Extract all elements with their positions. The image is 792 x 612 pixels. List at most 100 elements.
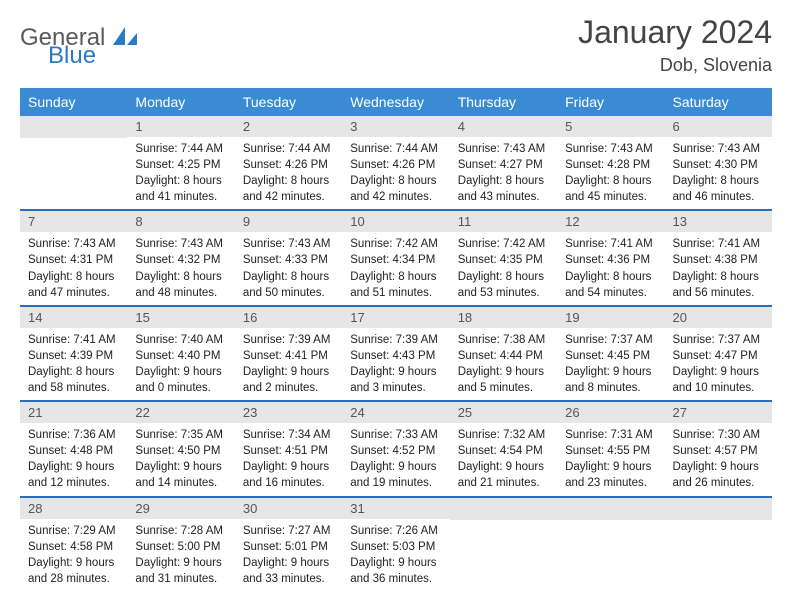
- day-detail-line: Sunset: 5:00 PM: [135, 539, 226, 555]
- day-detail-line: Sunrise: 7:43 AM: [565, 141, 656, 157]
- calendar-cell: 29Sunrise: 7:28 AMSunset: 5:00 PMDayligh…: [127, 497, 234, 591]
- day-detail-line: Daylight: 8 hours and 47 minutes.: [28, 269, 119, 301]
- calendar-cell: 30Sunrise: 7:27 AMSunset: 5:01 PMDayligh…: [235, 497, 342, 591]
- day-number: 15: [127, 307, 234, 328]
- calendar-cell: 25Sunrise: 7:32 AMSunset: 4:54 PMDayligh…: [450, 401, 557, 496]
- day-number: 11: [450, 211, 557, 232]
- calendar-cell: [450, 497, 557, 591]
- day-detail-line: Daylight: 8 hours and 43 minutes.: [458, 173, 549, 205]
- day-detail-line: Sunrise: 7:44 AM: [135, 141, 226, 157]
- day-detail-line: Sunset: 4:39 PM: [28, 348, 119, 364]
- dow-header: Saturday: [665, 88, 772, 116]
- dow-header: Friday: [557, 88, 664, 116]
- calendar-cell: 13Sunrise: 7:41 AMSunset: 4:38 PMDayligh…: [665, 210, 772, 305]
- day-number: [557, 498, 664, 520]
- day-detail-line: Sunrise: 7:38 AM: [458, 332, 549, 348]
- day-details: Sunrise: 7:34 AMSunset: 4:51 PMDaylight:…: [235, 423, 342, 495]
- calendar-cell: 3Sunrise: 7:44 AMSunset: 4:26 PMDaylight…: [342, 116, 449, 210]
- day-number: 8: [127, 211, 234, 232]
- day-detail-line: Daylight: 9 hours and 0 minutes.: [135, 364, 226, 396]
- calendar-cell: 9Sunrise: 7:43 AMSunset: 4:33 PMDaylight…: [235, 210, 342, 305]
- day-detail-line: Daylight: 9 hours and 26 minutes.: [673, 459, 764, 491]
- day-detail-line: Daylight: 8 hours and 46 minutes.: [673, 173, 764, 205]
- day-number: 7: [20, 211, 127, 232]
- calendar-cell: 19Sunrise: 7:37 AMSunset: 4:45 PMDayligh…: [557, 306, 664, 401]
- day-number: 31: [342, 498, 449, 519]
- calendar-cell: 18Sunrise: 7:38 AMSunset: 4:44 PMDayligh…: [450, 306, 557, 401]
- day-detail-line: Daylight: 8 hours and 45 minutes.: [565, 173, 656, 205]
- day-number: 28: [20, 498, 127, 519]
- day-detail-line: Daylight: 9 hours and 23 minutes.: [565, 459, 656, 491]
- day-details: Sunrise: 7:43 AMSunset: 4:30 PMDaylight:…: [665, 137, 772, 209]
- calendar-body: 1Sunrise: 7:44 AMSunset: 4:25 PMDaylight…: [20, 116, 772, 591]
- day-detail-line: Daylight: 9 hours and 31 minutes.: [135, 555, 226, 587]
- day-detail-line: Daylight: 8 hours and 53 minutes.: [458, 269, 549, 301]
- day-detail-line: Sunset: 4:31 PM: [28, 252, 119, 268]
- day-detail-line: Sunset: 4:34 PM: [350, 252, 441, 268]
- day-details: Sunrise: 7:32 AMSunset: 4:54 PMDaylight:…: [450, 423, 557, 495]
- day-number: 9: [235, 211, 342, 232]
- calendar-cell: 1Sunrise: 7:44 AMSunset: 4:25 PMDaylight…: [127, 116, 234, 210]
- day-detail-line: Sunrise: 7:44 AM: [243, 141, 334, 157]
- day-details: Sunrise: 7:41 AMSunset: 4:38 PMDaylight:…: [665, 232, 772, 304]
- day-detail-line: Sunrise: 7:41 AM: [28, 332, 119, 348]
- day-detail-line: Sunrise: 7:40 AM: [135, 332, 226, 348]
- day-detail-line: Daylight: 8 hours and 58 minutes.: [28, 364, 119, 396]
- calendar-cell: [557, 497, 664, 591]
- day-details: Sunrise: 7:35 AMSunset: 4:50 PMDaylight:…: [127, 423, 234, 495]
- day-number: [450, 498, 557, 520]
- day-detail-line: Sunset: 4:57 PM: [673, 443, 764, 459]
- day-details: Sunrise: 7:44 AMSunset: 4:25 PMDaylight:…: [127, 137, 234, 209]
- day-detail-line: Daylight: 9 hours and 14 minutes.: [135, 459, 226, 491]
- calendar-head: SundayMondayTuesdayWednesdayThursdayFrid…: [20, 88, 772, 116]
- day-detail-line: Sunrise: 7:32 AM: [458, 427, 549, 443]
- day-number: 27: [665, 402, 772, 423]
- day-number: 30: [235, 498, 342, 519]
- day-detail-line: Sunset: 4:43 PM: [350, 348, 441, 364]
- dow-header: Thursday: [450, 88, 557, 116]
- day-detail-line: Sunset: 4:28 PM: [565, 157, 656, 173]
- logo-sail-icon: [111, 25, 139, 52]
- day-detail-line: Sunset: 4:54 PM: [458, 443, 549, 459]
- day-details: Sunrise: 7:39 AMSunset: 4:41 PMDaylight:…: [235, 328, 342, 400]
- day-details: Sunrise: 7:37 AMSunset: 4:47 PMDaylight:…: [665, 328, 772, 400]
- day-number: 12: [557, 211, 664, 232]
- day-details: Sunrise: 7:44 AMSunset: 4:26 PMDaylight:…: [235, 137, 342, 209]
- day-detail-line: Sunrise: 7:36 AM: [28, 427, 119, 443]
- day-detail-line: Daylight: 9 hours and 2 minutes.: [243, 364, 334, 396]
- day-number: 21: [20, 402, 127, 423]
- dow-header: Monday: [127, 88, 234, 116]
- day-detail-line: Daylight: 9 hours and 5 minutes.: [458, 364, 549, 396]
- day-detail-line: Sunset: 4:35 PM: [458, 252, 549, 268]
- calendar-cell: 7Sunrise: 7:43 AMSunset: 4:31 PMDaylight…: [20, 210, 127, 305]
- calendar-week: 28Sunrise: 7:29 AMSunset: 4:58 PMDayligh…: [20, 497, 772, 591]
- day-detail-line: Daylight: 9 hours and 21 minutes.: [458, 459, 549, 491]
- day-detail-line: Sunset: 4:51 PM: [243, 443, 334, 459]
- day-number: 22: [127, 402, 234, 423]
- day-detail-line: Sunrise: 7:42 AM: [458, 236, 549, 252]
- day-detail-line: Sunset: 4:48 PM: [28, 443, 119, 459]
- day-details: Sunrise: 7:26 AMSunset: 5:03 PMDaylight:…: [342, 519, 449, 591]
- day-number: 14: [20, 307, 127, 328]
- day-detail-line: Daylight: 8 hours and 50 minutes.: [243, 269, 334, 301]
- day-detail-line: Sunset: 4:36 PM: [565, 252, 656, 268]
- day-details: Sunrise: 7:44 AMSunset: 4:26 PMDaylight:…: [342, 137, 449, 209]
- day-number: 13: [665, 211, 772, 232]
- calendar-cell: [665, 497, 772, 591]
- day-detail-line: Sunrise: 7:42 AM: [350, 236, 441, 252]
- day-detail-line: Daylight: 8 hours and 42 minutes.: [243, 173, 334, 205]
- calendar-week: 7Sunrise: 7:43 AMSunset: 4:31 PMDaylight…: [20, 210, 772, 305]
- header: General Blue January 2024 Dob, Slovenia: [20, 14, 772, 76]
- day-detail-line: Sunset: 4:45 PM: [565, 348, 656, 364]
- day-detail-line: Sunset: 4:26 PM: [243, 157, 334, 173]
- day-detail-line: Sunset: 4:55 PM: [565, 443, 656, 459]
- calendar-cell: 5Sunrise: 7:43 AMSunset: 4:28 PMDaylight…: [557, 116, 664, 210]
- calendar-cell: 16Sunrise: 7:39 AMSunset: 4:41 PMDayligh…: [235, 306, 342, 401]
- day-number: 25: [450, 402, 557, 423]
- day-detail-line: Sunrise: 7:39 AM: [350, 332, 441, 348]
- calendar-cell: [20, 116, 127, 210]
- day-number: 4: [450, 116, 557, 137]
- calendar-week: 14Sunrise: 7:41 AMSunset: 4:39 PMDayligh…: [20, 306, 772, 401]
- day-detail-line: Sunrise: 7:43 AM: [673, 141, 764, 157]
- logo: General Blue: [20, 24, 139, 52]
